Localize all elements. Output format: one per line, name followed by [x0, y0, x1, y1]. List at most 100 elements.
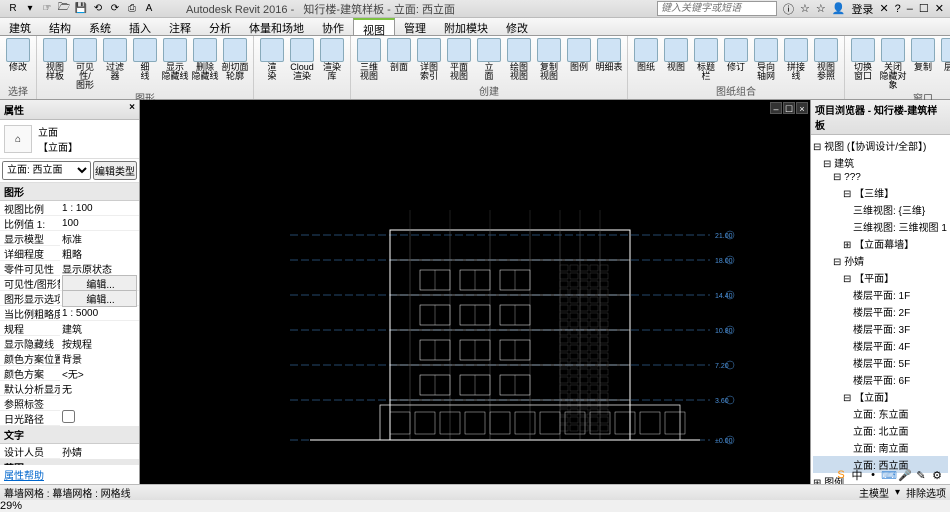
ribbon-button[interactable]: 视图: [662, 38, 690, 72]
tree-node[interactable]: ⊟ 【三维】: [813, 184, 948, 201]
ribbon-button[interactable]: 关闭隐藏对象: [879, 38, 907, 90]
ribbon-button[interactable]: 显示隐藏线: [161, 38, 189, 81]
tree-node[interactable]: 三维视图: 三维视图 1: [813, 218, 948, 235]
ribbon-button[interactable]: 删除隐藏线: [191, 38, 219, 81]
model-label[interactable]: 主模型: [859, 485, 889, 500]
sogou-icon[interactable]: S: [834, 468, 848, 482]
view-close-icon[interactable]: ×: [796, 102, 808, 114]
ribbon-button[interactable]: 切换窗口: [849, 38, 877, 81]
qat-button[interactable]: ⟲: [91, 2, 105, 16]
prop-row[interactable]: 图形显示选项编辑...: [0, 291, 139, 306]
prop-row[interactable]: 显示模型标准: [0, 231, 139, 246]
ribbon-button[interactable]: 平面视图: [445, 38, 473, 81]
tree-node[interactable]: 立面: 东立面: [813, 405, 948, 422]
ribbon-button[interactable]: 视图参照: [812, 38, 840, 81]
view-max-icon[interactable]: ☐: [783, 102, 795, 114]
prop-row[interactable]: 当比例粗略度1 : 5000: [0, 306, 139, 321]
mic-icon[interactable]: 🎤: [898, 468, 912, 482]
gear-icon[interactable]: ⚙: [930, 468, 944, 482]
qat-button[interactable]: ⟳: [108, 2, 122, 16]
keyboard-icon[interactable]: ⌨: [882, 468, 896, 482]
prop-row[interactable]: 详细程度粗略: [0, 246, 139, 261]
ribbon-button[interactable]: 复制: [909, 38, 937, 72]
tree-node[interactable]: ⊟ 孙婧: [813, 252, 948, 269]
prop-row[interactable]: 比例值 1:100: [0, 216, 139, 231]
ribbon-tab[interactable]: 管理: [395, 18, 435, 35]
minimize-icon[interactable]: –: [907, 3, 913, 15]
ribbon-button[interactable]: 细线: [131, 38, 159, 81]
exchange-icon[interactable]: ✕: [879, 2, 888, 15]
ribbon-button[interactable]: 明细表: [595, 38, 623, 72]
tree-node[interactable]: 立面: 南立面: [813, 439, 948, 456]
prop-row[interactable]: 设计人员孙婧: [0, 444, 139, 459]
ribbon-button[interactable]: 渲染: [258, 38, 286, 81]
tree-node[interactable]: ⊟ 视图 (【协调设计/全部】): [813, 137, 948, 154]
ribbon-button[interactable]: 过滤器: [101, 38, 129, 81]
qat-button[interactable]: R: [6, 2, 20, 16]
qat-button[interactable]: ▾: [23, 2, 37, 16]
maximize-icon[interactable]: ☐: [919, 2, 929, 15]
edit-type-button[interactable]: 编辑类型: [93, 161, 137, 180]
qat-button[interactable]: ☞: [40, 2, 54, 16]
properties-help-link[interactable]: 属性帮助: [0, 465, 139, 484]
ribbon-button[interactable]: 立面: [475, 38, 503, 81]
tree-node[interactable]: ⊟ ???: [813, 171, 948, 184]
ribbon-button[interactable]: 三维视图: [355, 38, 383, 81]
tree-node[interactable]: 楼层平面: 2F: [813, 303, 948, 320]
user-icon[interactable]: 👤: [832, 2, 846, 15]
qat-button[interactable]: 🗁: [57, 2, 71, 16]
type-preview[interactable]: ⌂ 立面【立面】: [0, 120, 139, 159]
qat-button[interactable]: A: [142, 2, 156, 16]
close-icon[interactable]: ✕: [935, 2, 944, 15]
ribbon-button[interactable]: 拼接线: [782, 38, 810, 81]
ribbon-tab[interactable]: 插入: [120, 18, 160, 35]
qat-button[interactable]: ⎙: [125, 2, 139, 16]
tree-node[interactable]: 楼层平面: 4F: [813, 337, 948, 354]
instance-selector[interactable]: 立面: 西立面: [2, 161, 91, 180]
login-link[interactable]: 登录: [851, 1, 873, 17]
ribbon-button[interactable]: 图纸: [632, 38, 660, 72]
tree-node[interactable]: ⊞ 【立面幕墙】: [813, 235, 948, 252]
ribbon-tab[interactable]: 协作: [313, 18, 353, 35]
ribbon-tab[interactable]: 结构: [40, 18, 80, 35]
ribbon-tab[interactable]: 分析: [200, 18, 240, 35]
ribbon-button[interactable]: 视图样板: [41, 38, 69, 81]
ribbon-button[interactable]: 复制视图: [535, 38, 563, 81]
tree-node[interactable]: ⊟ 【平面】: [813, 269, 948, 286]
tool-icon[interactable]: ✎: [914, 468, 928, 482]
tree-node[interactable]: ⊟ 建筑: [813, 154, 948, 171]
ribbon-tab[interactable]: 附加模块: [435, 18, 497, 35]
drawing-canvas[interactable]: – ☐ × ±0.003.607.2010.8014.4018.0021.00: [140, 100, 810, 484]
prop-row[interactable]: 颜色方案位置背景: [0, 351, 139, 366]
exclude-label[interactable]: 排除选项: [906, 485, 946, 500]
ribbon-button[interactable]: 修订: [722, 38, 750, 72]
ribbon-tab[interactable]: 注释: [160, 18, 200, 35]
ribbon-button[interactable]: 导向轴网: [752, 38, 780, 81]
ribbon-button[interactable]: 可见性/图形: [71, 38, 99, 90]
punct-icon[interactable]: •: [866, 468, 880, 482]
prop-row[interactable]: 颜色方案<无>: [0, 366, 139, 381]
ribbon-button[interactable]: 修改: [4, 38, 32, 72]
ribbon-button[interactable]: 剖切面轮廓: [221, 38, 249, 81]
ribbon-tab[interactable]: 建筑: [0, 18, 40, 35]
prop-row[interactable]: 视图比例1 : 100: [0, 201, 139, 216]
lang-cn-icon[interactable]: 中: [850, 468, 864, 482]
qat-button[interactable]: 💾: [74, 2, 88, 16]
prop-row[interactable]: 默认分析显示...无: [0, 381, 139, 396]
prop-row[interactable]: 规程建筑: [0, 321, 139, 336]
tree-node[interactable]: 立面: 北立面: [813, 422, 948, 439]
tree-node[interactable]: 楼层平面: 1F: [813, 286, 948, 303]
prop-row[interactable]: 参照标签: [0, 396, 139, 411]
ribbon-tab[interactable]: 体量和场地: [240, 18, 313, 35]
star-icon-2[interactable]: ☆: [816, 2, 826, 15]
ribbon-tab[interactable]: 系统: [80, 18, 120, 35]
ribbon-button[interactable]: Cloud渲染: [288, 38, 316, 81]
tree-node[interactable]: ⊟ 【立面】: [813, 388, 948, 405]
view-min-icon[interactable]: –: [770, 102, 782, 114]
search-box[interactable]: [657, 1, 777, 16]
ribbon-button[interactable]: 剖面: [385, 38, 413, 72]
ribbon-button[interactable]: 渲染库: [318, 38, 346, 81]
tree-node[interactable]: 楼层平面: 5F: [813, 354, 948, 371]
ribbon-button[interactable]: 详图索引: [415, 38, 443, 81]
info-icon[interactable]: ⓘ: [783, 1, 794, 17]
